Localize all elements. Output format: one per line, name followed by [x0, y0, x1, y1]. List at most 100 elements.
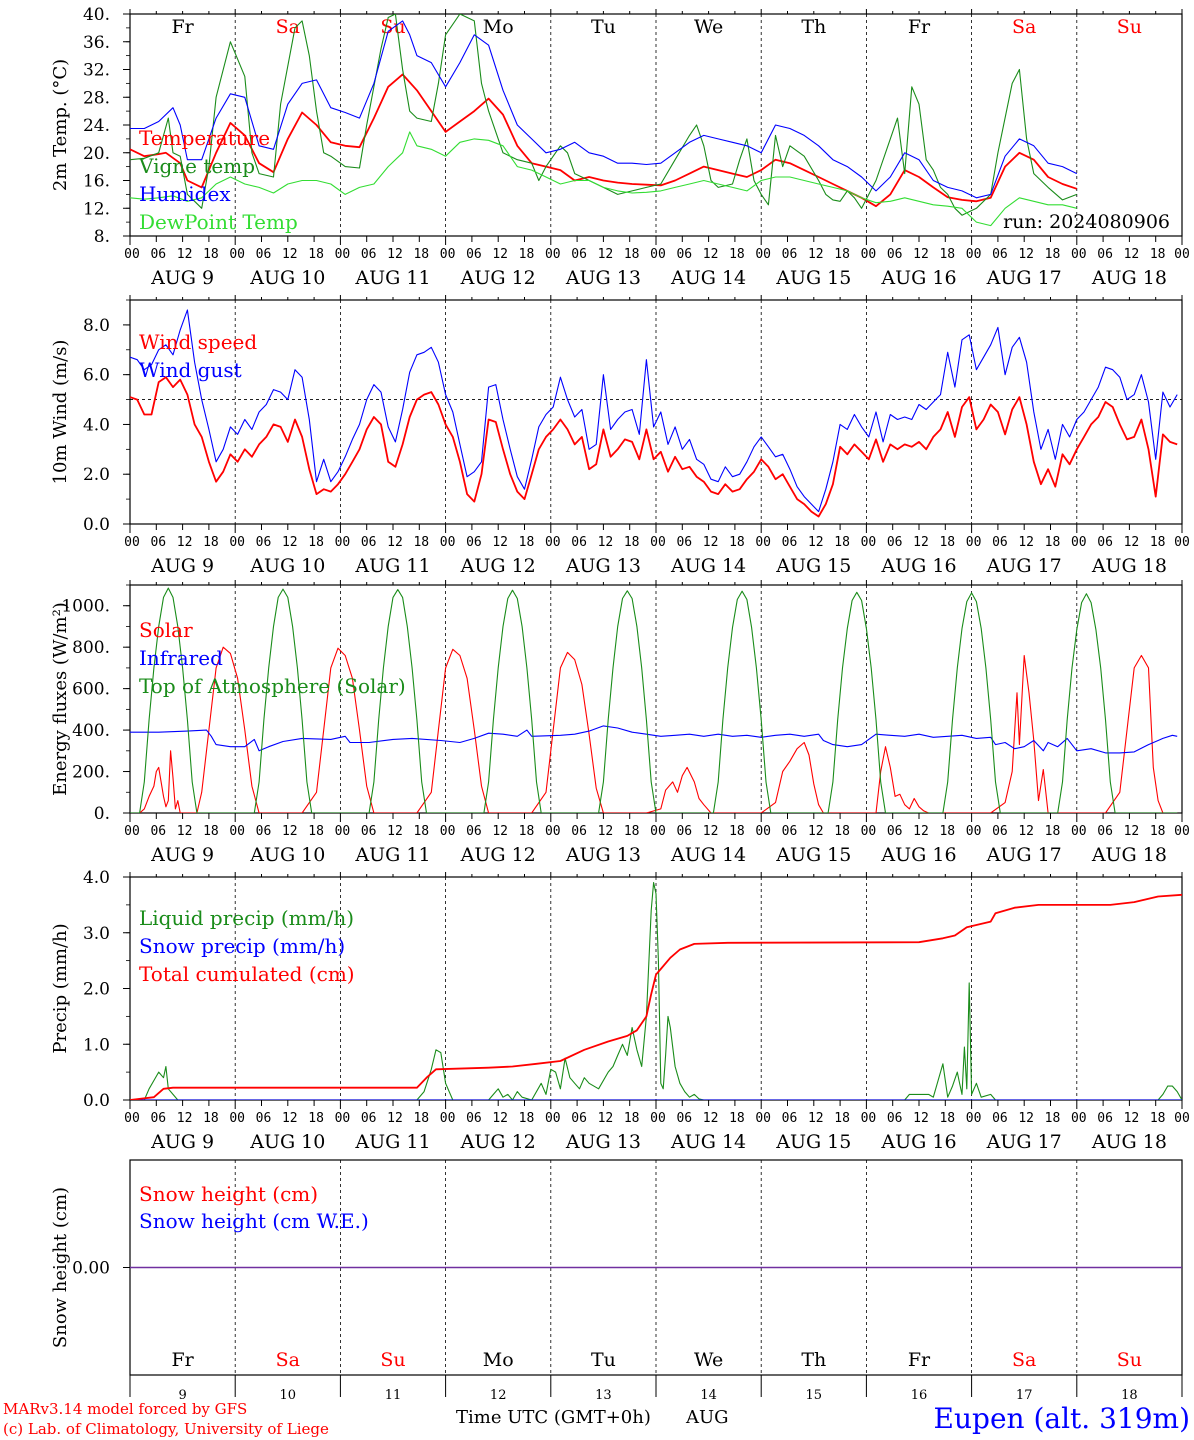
legend-entry: Solar: [139, 618, 193, 642]
x-date-label: AUG 15: [775, 267, 851, 289]
series-line: [130, 376, 1178, 518]
x-hour-label: 00: [440, 824, 456, 839]
x-hour-label: 06: [150, 247, 166, 262]
x-date-label: AUG 9: [150, 267, 214, 289]
x-date-label: AUG 16: [880, 555, 956, 577]
x-hour-label: 12: [913, 535, 929, 550]
x-hour-label: 18: [1150, 1111, 1166, 1126]
y-tick-label: 24.: [83, 116, 110, 136]
x-date-label: AUG 16: [880, 1131, 956, 1153]
x-date-label: AUG 9: [150, 1131, 214, 1153]
x-date-label: AUG 12: [460, 844, 536, 866]
x-hour-label: 06: [887, 535, 903, 550]
x-hour-label: 18: [413, 1111, 429, 1126]
x-hour-label: 18: [729, 247, 745, 262]
x-hour-label: 12: [703, 535, 719, 550]
weekday-label: Sa: [1012, 16, 1036, 38]
x-hour-label: 12: [387, 1111, 403, 1126]
x-hour-label: 12: [387, 535, 403, 550]
weekday-label: Sa: [276, 1349, 300, 1371]
legend-entry: Snow height (cm W.E.): [139, 1209, 369, 1233]
x-date-label: AUG 13: [565, 844, 641, 866]
x-date-label: AUG 15: [775, 1131, 851, 1153]
legend-entry: Liquid precip (mm/h): [139, 906, 354, 930]
x-hour-label: 12: [282, 1111, 298, 1126]
x-hour-label: 12: [492, 535, 508, 550]
x-hour-label: 18: [413, 247, 429, 262]
x-hour-label: 12: [177, 1111, 193, 1126]
x-hour-label: 12: [1124, 824, 1140, 839]
x-date-label: AUG 18: [1091, 844, 1167, 866]
x-date-label: AUG 15: [775, 555, 851, 577]
x-hour-label: 18: [1150, 535, 1166, 550]
x-hour-label: 00: [755, 535, 771, 550]
y-tick-label: 2.0: [83, 980, 110, 1000]
x-hour-label: 06: [676, 824, 692, 839]
legend-entry: Humidex: [139, 182, 231, 206]
x-hour-label: 18: [519, 535, 535, 550]
x-hour-label: 00: [861, 824, 877, 839]
x-hour-label: 18: [624, 824, 640, 839]
x-hour-label: 18: [834, 247, 850, 262]
x-date-label: AUG 10: [249, 267, 325, 289]
x-hour-label: 12: [703, 824, 719, 839]
weekday-label: Fr: [908, 1349, 931, 1371]
x-hour-label: 12: [1124, 1111, 1140, 1126]
x-hour-label: 06: [256, 1111, 272, 1126]
x-hour-label: 18: [624, 535, 640, 550]
x-day-number: 15: [806, 1388, 823, 1403]
x-hour-label: 06: [466, 535, 482, 550]
legend-entry: Snow height (cm): [139, 1182, 318, 1206]
x-hour-label: 06: [361, 247, 377, 262]
x-hour-label: 06: [571, 535, 587, 550]
legend-entry: Top of Atmosphere (Solar): [139, 674, 406, 698]
x-hour-label: 18: [519, 824, 535, 839]
x-hour-label: 06: [782, 1111, 798, 1126]
x-hour-label: 00: [229, 247, 245, 262]
x-hour-label: 00: [335, 824, 351, 839]
x-hour-label: 12: [808, 824, 824, 839]
x-hour-label: 18: [203, 535, 219, 550]
x-hour-label: 00: [755, 247, 771, 262]
legend-entry: Wind speed: [139, 330, 257, 354]
x-hour-label: 06: [676, 247, 692, 262]
weekday-label: Th: [801, 16, 826, 38]
x-hour-label: 00: [545, 535, 561, 550]
y-tick-label: 0.0: [83, 1091, 110, 1111]
x-hour-label: 00: [1071, 1111, 1087, 1126]
time-axis-label: Time UTC (GMT+0h): [456, 1407, 651, 1428]
y-tick-label: 4.0: [83, 868, 110, 888]
x-hour-label: 18: [1045, 247, 1061, 262]
x-hour-label: 18: [203, 1111, 219, 1126]
x-hour-label: 18: [834, 824, 850, 839]
x-hour-label: 18: [729, 1111, 745, 1126]
x-hour-label: 00: [861, 535, 877, 550]
x-date-label: AUG 14: [670, 844, 746, 866]
x-hour-label: 06: [992, 535, 1008, 550]
legend-entry: Wind gust: [139, 358, 242, 382]
x-hour-label: 18: [1045, 824, 1061, 839]
weekday-label: Sa: [1012, 1349, 1036, 1371]
x-hour-label: 12: [598, 824, 614, 839]
y-tick-label: 28.: [83, 88, 110, 108]
station-label: Eupen (alt. 319m): [934, 1402, 1190, 1435]
x-day-number: 17: [1016, 1388, 1033, 1403]
x-hour-label: 00: [124, 247, 140, 262]
x-hour-label: 18: [939, 535, 955, 550]
weekday-label: Su: [380, 1349, 405, 1371]
x-hour-label: 00: [966, 247, 982, 262]
x-hour-label: 12: [808, 535, 824, 550]
x-hour-label: 00: [1174, 824, 1190, 839]
y-tick-label: 12.: [83, 199, 110, 219]
x-hour-label: 18: [1150, 247, 1166, 262]
x-hour-label: 00: [1071, 535, 1087, 550]
y-tick-label: 0.00: [72, 1259, 110, 1279]
x-hour-label: 18: [624, 247, 640, 262]
x-hour-label: 00: [440, 535, 456, 550]
x-hour-label: 12: [1018, 247, 1034, 262]
x-hour-label: 06: [887, 247, 903, 262]
x-date-label: AUG 18: [1091, 1131, 1167, 1153]
